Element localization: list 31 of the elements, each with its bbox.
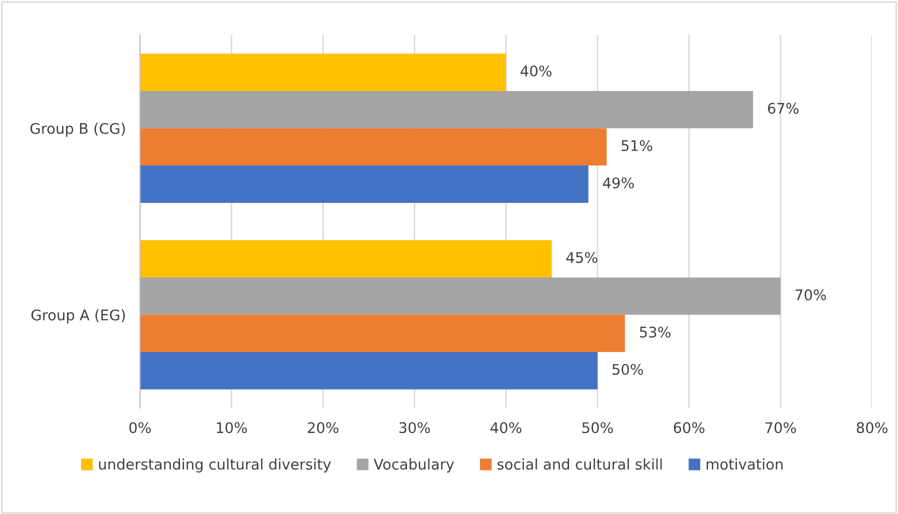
x-tick-label: 20% [308,422,338,434]
data-label: 67% [768,102,799,114]
x-tick-label: 50% [582,422,613,434]
x-tick-label: 60% [674,422,704,434]
data-label: 40% [520,66,552,77]
bar [140,314,625,352]
bar [140,128,607,166]
bar [140,352,598,390]
data-label: 53% [640,326,670,338]
x-tick-label: 80% [856,422,888,434]
data-label: 45% [566,252,598,264]
x-tick-label: 0% [129,422,151,434]
legend-label: Vocabulary [374,458,454,473]
data-label: 51% [622,140,652,152]
bar [140,166,588,203]
bar [140,240,552,278]
y-tick-label: Group B (CG) [30,122,125,137]
data-label: 70% [796,289,826,300]
data-label: 49% [602,177,634,188]
x-tick-label: 30% [399,422,430,434]
legend-label: motivation [706,458,783,470]
x-tick-label: 10% [216,422,247,434]
x-tick-label: 70% [765,422,796,434]
data-label: 50% [612,364,643,375]
y-tick-label: Group A (EG) [31,309,125,324]
x-tick-label: 40% [490,422,522,434]
bar [140,54,506,91]
bar [140,277,780,315]
bar [140,90,754,128]
legend-label: social and cultural skill [498,458,662,470]
legend-label: understanding cultural diversity [99,458,331,473]
